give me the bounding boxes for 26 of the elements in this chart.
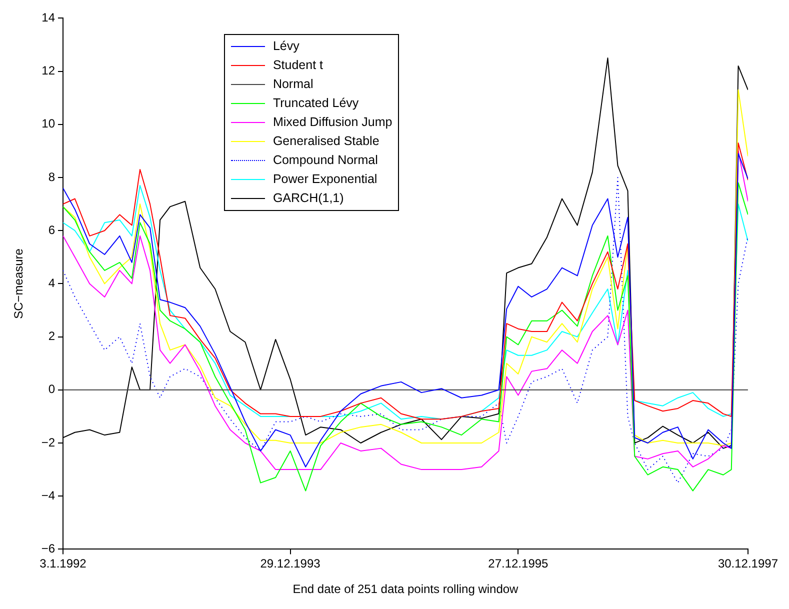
legend-label: Mixed Diffusion Jump xyxy=(272,114,392,132)
y-axis-title: SC−measure xyxy=(12,248,26,319)
legend-label: GARCH(1,1) xyxy=(272,190,344,208)
y-tick-label: −4 xyxy=(41,488,56,502)
y-tick-label: 0 xyxy=(48,382,56,396)
legend-label: Truncated Lévy xyxy=(272,95,359,112)
y-tick-label: 14 xyxy=(42,10,56,25)
y-tick-label: 4 xyxy=(48,276,56,290)
legend-label: Power Exponential xyxy=(272,171,378,188)
legend-label: Compound Normal xyxy=(272,152,378,170)
y-tick-label: 2 xyxy=(48,329,56,344)
y-tick-label: 6 xyxy=(48,222,56,237)
legend-label: Student t xyxy=(272,57,323,74)
legend-label: Generalised Stable xyxy=(272,133,380,150)
legend-label: Normal xyxy=(272,76,314,94)
y-tick-label: 8 xyxy=(48,170,56,184)
legend-label: Lévy xyxy=(272,38,300,56)
x-axis-title: End date of 251 data points rolling window xyxy=(292,582,519,596)
x-tick-label: 29.12.1993 xyxy=(260,556,321,571)
y-tick-label: 12 xyxy=(42,64,56,78)
x-tick-label: 30.12.1997 xyxy=(718,556,778,571)
y-tick-label: 10 xyxy=(42,116,56,131)
x-tick-label: 27.12.1995 xyxy=(488,556,549,571)
x-tick-label: 3.1.1992 xyxy=(40,556,87,571)
y-tick-label: −6 xyxy=(41,542,56,556)
y-tick-label: −2 xyxy=(41,435,56,450)
